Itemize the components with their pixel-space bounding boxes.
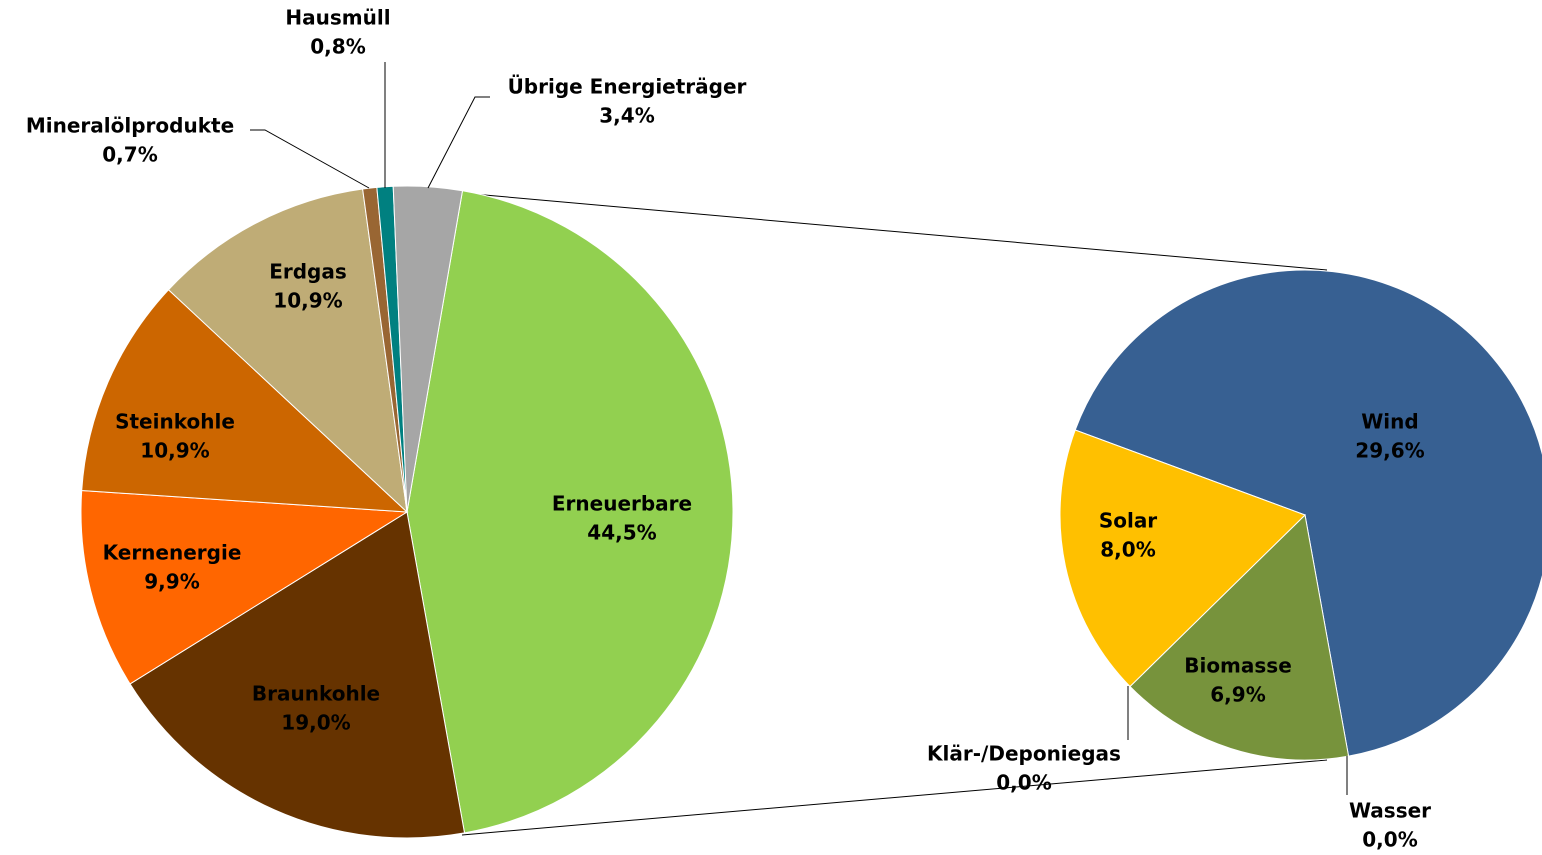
pie-slice [81,289,409,513]
slice-value-label: 0,7% [102,143,157,167]
connector-line [461,192,1328,271]
connector-line [461,759,1328,836]
slice-value-label: 3,4% [599,104,654,128]
pie-slice [1129,513,1350,761]
pie-slice [129,511,466,839]
slice-value-label: 8,0% [1100,538,1155,562]
slice-value-label: 9,9% [144,570,199,594]
slice-label: Übrige Energieträger [508,75,747,99]
pie-slice [406,190,734,834]
slice-label: Biomasse [1184,654,1292,678]
slice-value-label: 6,9% [1210,683,1265,707]
slice-value-label: 19,0% [281,711,350,735]
slice-label: Mineralölprodukte [26,114,234,138]
slice-value-label: 44,5% [587,521,656,545]
slice-value-label: 0,0% [1362,828,1417,852]
slice-label: Erneuerbare [552,492,692,516]
slice-value-label: 0,0% [996,771,1051,795]
slice-label: Solar [1099,509,1157,533]
slice-value-label: 29,6% [1355,439,1424,463]
slice-value-label: 0,8% [310,35,365,59]
slice-label: Hausmüll [285,6,390,30]
slice-label: Erdgas [269,260,347,284]
slice-label: Wind [1361,410,1418,434]
slice-label: Kernenergie [103,541,242,565]
slice-label: Wasser [1349,799,1431,823]
slice-label: Braunkohle [252,682,380,706]
pie-slice [80,489,409,685]
slice-label: Klär-/Deponiegas [927,742,1121,766]
pie-slice [1059,429,1306,688]
pie-slice [392,185,464,513]
slice-value-label: 10,9% [140,439,209,463]
labels: Erneuerbare 44,5% Braunkohle 19,0% Kernenerg… [26,6,1431,852]
leader-line [427,96,490,189]
slice-value-label: 10,9% [273,289,342,313]
leader-line [250,129,370,189]
slice-label: Steinkohle [115,410,235,434]
pie-slice [1074,269,1542,757]
pie-slice [167,188,408,514]
slices [80,185,1542,839]
